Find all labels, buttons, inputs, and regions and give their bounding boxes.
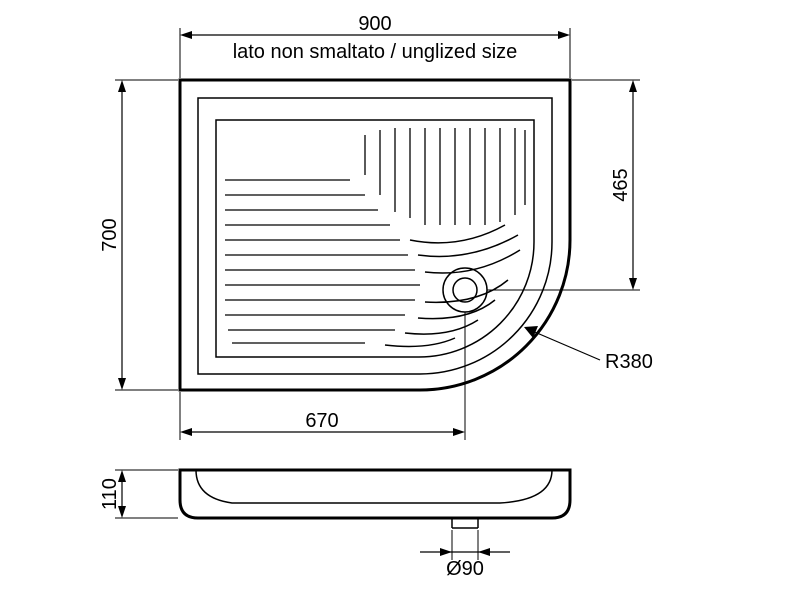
dim-465-value: 465 [610, 168, 632, 201]
dim-r380: R380 [524, 326, 653, 373]
tray-rim [198, 98, 552, 374]
dim-700-value: 700 [99, 218, 121, 251]
dim-110-value: 110 [99, 478, 121, 510]
plan-view [180, 80, 570, 390]
side-view [180, 470, 570, 528]
anti-slip-ribs [225, 128, 525, 346]
dim-670: 670 [180, 312, 465, 440]
dim-dia90-value: Ø90 [446, 558, 484, 580]
dim-465: 465 [487, 80, 640, 290]
dim-height-700: 700 [99, 80, 178, 390]
drain [443, 268, 487, 312]
note-unglazed: lato non smaltato / unglized size [233, 41, 518, 63]
tray-floor [216, 120, 534, 357]
technical-drawing: 900 lato non smaltato / unglized size 70… [0, 0, 800, 600]
dim-900-value: 900 [358, 13, 391, 35]
dim-dia90: Ø90 [420, 530, 510, 580]
dim-670-value: 670 [305, 410, 338, 432]
dim-r380-value: R380 [605, 351, 653, 373]
dim-110: 110 [99, 470, 178, 518]
